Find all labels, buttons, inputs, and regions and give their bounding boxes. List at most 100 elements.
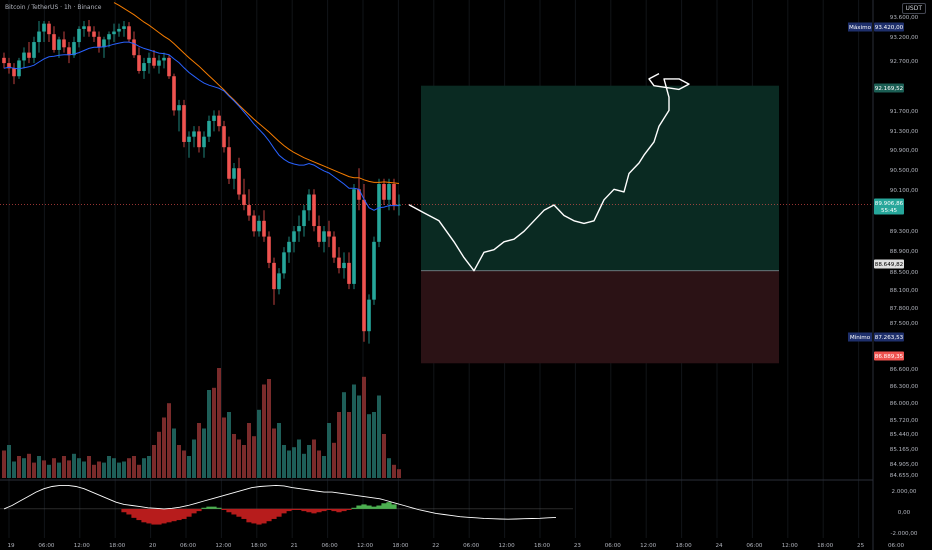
oscillator-histogram-bar — [126, 508, 132, 515]
oscillator-histogram-bar — [251, 508, 257, 524]
volume-bar — [52, 458, 56, 478]
candle-body — [262, 220, 266, 237]
volume-bar — [342, 392, 346, 478]
time-axis-label: 20 — [149, 543, 157, 549]
oscillator-histogram-bar — [301, 508, 307, 512]
oscillator-histogram-bar — [191, 508, 197, 514]
price-tick-label: 86.000,00 — [890, 401, 919, 407]
candle-body — [332, 236, 336, 258]
price-tick-label: 87.800,00 — [890, 306, 919, 312]
volume-bar — [117, 462, 121, 478]
volume-bar — [202, 428, 206, 478]
oscillator-histogram-bar — [151, 508, 157, 525]
price-tick-label: 86.600,00 — [890, 367, 919, 373]
price-badge-value: 88.649,82 — [875, 262, 903, 268]
time-axis-label: 12:00 — [74, 543, 91, 549]
time-axis-label: 18:00 — [109, 543, 126, 549]
candle-body — [132, 39, 136, 56]
candle-body — [202, 136, 206, 148]
volume-bar — [32, 462, 36, 478]
candle-body — [327, 231, 331, 237]
oscillator-histogram-bar — [246, 508, 252, 523]
volume-bar — [347, 412, 351, 478]
volume-bar — [272, 428, 276, 478]
time-axis-label: 06:00 — [322, 543, 339, 549]
oscillator-histogram-bar — [311, 508, 317, 514]
stop-zone — [421, 270, 779, 364]
candle-body — [2, 57, 6, 64]
candle-body — [197, 131, 201, 148]
currency-button[interactable]: USDT — [901, 3, 926, 14]
candle-body — [277, 273, 281, 290]
volume-bar — [232, 434, 236, 478]
candle-body — [142, 63, 146, 71]
price-tick-label: 84.655,00 — [890, 473, 919, 479]
time-axis-label: 12:00 — [782, 543, 799, 549]
volume-bar — [107, 456, 111, 478]
volume-bar — [182, 450, 186, 478]
volume-bar — [322, 456, 326, 478]
time-axis-label: 12:00 — [499, 543, 516, 549]
volume-bar — [332, 442, 336, 478]
volume-bar — [327, 423, 331, 478]
oscillator-histogram-bar — [241, 508, 247, 519]
candle-body — [357, 189, 361, 200]
oscillator-histogram-bar — [316, 508, 322, 513]
volume-bar — [242, 445, 246, 478]
time-axis-label: 18:00 — [534, 543, 551, 549]
time-axis-label: 06:00 — [180, 543, 197, 549]
volume-bar — [57, 462, 61, 478]
price-tick-label: 86.300,00 — [890, 384, 919, 390]
price-badge-value: 87.263,53 — [875, 335, 904, 341]
candle-body — [62, 39, 66, 48]
price-badge-value: 86.889,35 — [875, 354, 904, 360]
price-tick-label: 90.900,00 — [890, 148, 919, 154]
price-tick-label: 90.500,00 — [890, 168, 919, 174]
oscillator-histogram-bar — [181, 508, 187, 519]
price-tick-label: 88.500,00 — [890, 270, 919, 276]
price-badge — [874, 259, 904, 269]
oscillator-histogram-bar — [211, 506, 217, 509]
candle-body — [27, 52, 31, 58]
volume-bar — [2, 450, 6, 478]
candle-body — [207, 120, 211, 137]
oscillator-histogram-bar — [321, 508, 327, 512]
candle-body — [297, 226, 301, 232]
candle-body — [282, 252, 286, 274]
candle-body — [42, 23, 46, 32]
candle-body — [317, 226, 321, 242]
oscillator-histogram-bar — [371, 506, 377, 509]
oscillator-histogram-bar — [261, 508, 267, 524]
volume-bar — [102, 462, 106, 478]
price-badge-countdown: 55:45 — [881, 208, 898, 214]
oscillator-histogram-bar — [166, 508, 172, 523]
time-axis-label: 25 — [857, 543, 865, 549]
volume-bar — [132, 456, 136, 478]
volume-bar — [237, 439, 241, 478]
price-badge-value: 89.906,86 — [875, 201, 904, 207]
volume-bar — [97, 461, 101, 478]
volume-bar — [37, 456, 41, 478]
candle-body — [382, 184, 386, 200]
oscillator-histogram-bar — [196, 508, 202, 512]
price-tick-label: 90.100,00 — [890, 188, 919, 194]
time-axis-label: 18:00 — [817, 543, 834, 549]
price-badge — [874, 332, 904, 342]
candle-body — [362, 199, 366, 332]
candle-body — [212, 115, 216, 121]
time-axis-label: 12:00 — [215, 543, 232, 549]
candle-body — [392, 184, 396, 206]
oscillator-histogram-bar — [171, 508, 177, 522]
target-zone — [421, 85, 779, 271]
volume-bar — [212, 387, 216, 478]
volume-bar — [252, 436, 256, 478]
candle-body — [37, 31, 41, 43]
candle-body — [377, 184, 381, 242]
candle-body — [342, 262, 346, 269]
volume-bar — [292, 447, 296, 478]
price-tick-label: 84.905,00 — [890, 462, 919, 468]
projection-sketch — [408, 72, 690, 272]
oscillator-histogram-bar — [291, 508, 297, 510]
price-tick-label: 88.100,00 — [890, 288, 919, 294]
